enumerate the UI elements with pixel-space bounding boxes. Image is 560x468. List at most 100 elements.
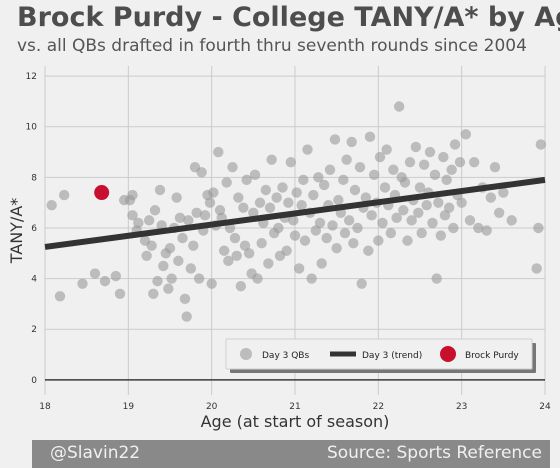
chart-subtitle: vs. all QBs drafted in fourth thru seven… bbox=[17, 36, 527, 56]
day3-point bbox=[364, 131, 376, 143]
day3-point bbox=[302, 144, 313, 155]
day3-point bbox=[143, 215, 155, 226]
day3-point bbox=[456, 197, 467, 208]
day3-point bbox=[223, 255, 234, 267]
day3-point bbox=[238, 202, 249, 213]
day3-point bbox=[310, 225, 322, 236]
legend-purdy-label: Brock Purdy bbox=[465, 351, 519, 361]
day3-point bbox=[388, 164, 399, 175]
day3-point bbox=[316, 258, 327, 269]
day3-point bbox=[291, 187, 302, 198]
day3-point bbox=[185, 263, 197, 274]
day3-point bbox=[349, 184, 361, 196]
day3-point bbox=[439, 210, 451, 221]
day3-point bbox=[218, 245, 230, 256]
x-tick-label: 18 bbox=[39, 402, 51, 412]
day3-point bbox=[273, 222, 284, 234]
y-tick-label: 2 bbox=[31, 325, 37, 335]
day3-point bbox=[285, 156, 297, 168]
day3-point bbox=[489, 162, 501, 173]
day3-point bbox=[443, 202, 455, 213]
day3-point bbox=[177, 232, 188, 244]
day3-point bbox=[110, 270, 122, 282]
day3-point bbox=[281, 245, 292, 256]
day3-point bbox=[221, 177, 232, 188]
day3-point bbox=[346, 136, 357, 148]
day3-point bbox=[260, 184, 272, 196]
day3-point bbox=[329, 134, 341, 145]
day3-point bbox=[341, 154, 352, 165]
day3-point bbox=[114, 288, 126, 299]
day3-point bbox=[298, 174, 309, 186]
day3-point bbox=[289, 230, 301, 241]
y-tick-label: 6 bbox=[31, 224, 37, 234]
trend-line bbox=[44, 176, 546, 250]
day3-point bbox=[446, 164, 457, 175]
day3-point bbox=[174, 212, 186, 224]
day3-point bbox=[379, 182, 391, 193]
day3-point bbox=[318, 179, 330, 191]
purdy-points bbox=[94, 185, 110, 201]
day3-point bbox=[324, 164, 336, 175]
day3-point bbox=[243, 248, 255, 259]
day3-point bbox=[493, 207, 505, 218]
day3-point bbox=[249, 169, 261, 181]
day3-point bbox=[77, 278, 88, 289]
x-tick-label: 21 bbox=[289, 402, 300, 412]
day3-point bbox=[498, 187, 509, 198]
day3-point bbox=[229, 232, 241, 244]
day3-point bbox=[438, 151, 449, 163]
day3-point bbox=[146, 240, 157, 251]
y-tick-label: 10 bbox=[26, 123, 38, 133]
x-tick-label: 23 bbox=[456, 402, 467, 412]
x-tick-label: 20 bbox=[206, 402, 218, 412]
day3-point bbox=[54, 291, 66, 302]
day3-point bbox=[363, 245, 374, 256]
day3-point bbox=[141, 250, 152, 262]
day3-point bbox=[464, 215, 476, 226]
day3-point bbox=[171, 192, 182, 203]
day3-point bbox=[263, 258, 274, 269]
day3-point bbox=[127, 189, 138, 201]
day3-point bbox=[152, 275, 163, 287]
day3-point bbox=[402, 235, 413, 246]
day3-point bbox=[299, 235, 311, 246]
day3-point bbox=[473, 222, 484, 234]
day3-point bbox=[421, 199, 432, 211]
day3-point bbox=[266, 154, 277, 165]
day3-point bbox=[485, 192, 497, 203]
day3-point bbox=[533, 222, 544, 234]
day3-point bbox=[183, 215, 194, 226]
y-tick-label: 0 bbox=[31, 376, 37, 386]
purdy-point bbox=[94, 185, 110, 201]
day3-point bbox=[321, 232, 332, 244]
day3-point bbox=[339, 227, 351, 239]
day3-point bbox=[58, 189, 70, 201]
day3-point bbox=[373, 235, 384, 246]
day3-point bbox=[366, 210, 377, 221]
footer-bar: @Slavin22 Source: Sports Reference bbox=[32, 440, 550, 468]
day3-point bbox=[163, 283, 174, 294]
day3-point bbox=[416, 227, 427, 239]
day3-point bbox=[264, 202, 276, 213]
day3-point bbox=[283, 197, 294, 208]
day3-point bbox=[314, 217, 326, 229]
x-axis-label: Age (at start of season) bbox=[201, 412, 390, 431]
x-tick-label: 24 bbox=[539, 402, 551, 412]
day3-point bbox=[208, 187, 219, 198]
legend-trend-label: Day 3 (trend) bbox=[362, 351, 422, 361]
day3-point bbox=[199, 210, 211, 221]
day3-point bbox=[231, 250, 242, 262]
day3-point bbox=[424, 146, 436, 158]
day3-point bbox=[154, 184, 166, 196]
day3-point bbox=[254, 197, 266, 208]
day3-point bbox=[148, 288, 159, 299]
day3-point bbox=[431, 273, 442, 284]
day3-point bbox=[441, 174, 452, 186]
day3-point bbox=[468, 156, 480, 168]
day3-point bbox=[296, 199, 307, 211]
day3-point bbox=[368, 169, 380, 181]
day3-point bbox=[352, 222, 363, 234]
day3-point bbox=[449, 139, 461, 150]
